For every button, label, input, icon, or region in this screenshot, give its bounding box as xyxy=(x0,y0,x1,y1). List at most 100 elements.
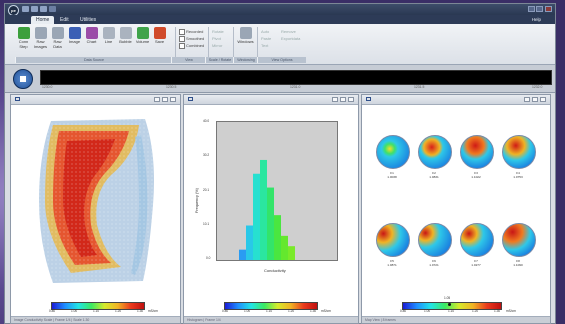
panel-close-icon[interactable] xyxy=(540,97,546,102)
colorbar xyxy=(402,302,502,310)
tab-edit[interactable]: Edit xyxy=(60,17,69,23)
pivot-button[interactable]: Pivot xyxy=(212,36,221,41)
auto-button[interactable]: Auto xyxy=(261,29,270,34)
camera-icon xyxy=(17,27,30,39)
head-map[interactable] xyxy=(460,223,494,257)
head-map[interactable] xyxy=(418,223,452,257)
option-combined[interactable]: Combined xyxy=(179,43,204,49)
histogram-bars xyxy=(239,159,295,260)
panel-minimize-icon[interactable] xyxy=(524,97,530,102)
chart-button[interactable]: Chart xyxy=(83,27,100,45)
head-map-label: F5 1.0871 xyxy=(372,259,412,267)
remove-button[interactable]: Remove xyxy=(281,29,296,34)
colorbar-tick: 1.00 xyxy=(244,309,251,313)
head-map-label: F8 1.1090 xyxy=(498,259,538,267)
colorbar xyxy=(51,302,145,310)
panel-minimize-icon[interactable] xyxy=(154,97,160,102)
y-tick-label: 0.0 xyxy=(206,256,211,260)
panel-close-icon[interactable] xyxy=(348,97,354,102)
head-map[interactable] xyxy=(376,223,410,257)
ribbon-button-label: Line xyxy=(104,39,113,44)
rotate-button[interactable]: Rotate xyxy=(212,29,224,34)
colorbar-tick: 1.10 xyxy=(93,309,100,313)
quick-access-dropdown-icon[interactable] xyxy=(49,6,56,12)
head-map-label: F6 1.0721 xyxy=(414,259,454,267)
maximize-icon[interactable] xyxy=(536,6,543,12)
quick-undo-icon[interactable] xyxy=(40,6,47,12)
ribbon-button-label: Chart xyxy=(86,39,97,44)
histogram-bar xyxy=(253,173,260,260)
panel-maximize-icon[interactable] xyxy=(340,97,346,102)
y-tick-label: 40.0 xyxy=(203,119,210,123)
chart-icon xyxy=(85,27,98,39)
colorbar-unit: mS/cm xyxy=(321,309,331,313)
image-button[interactable]: Image xyxy=(66,27,83,45)
panel-status: Image Conductivity Scale | Frame 1/4 | S… xyxy=(11,316,180,323)
panel-status: Histogram | Frame 1/4 xyxy=(184,316,358,323)
save-button[interactable]: Save xyxy=(151,27,168,45)
head-map[interactable] xyxy=(502,223,536,257)
help-menu[interactable]: Help xyxy=(531,17,541,22)
head-map[interactable] xyxy=(460,135,494,169)
export-data-button[interactable]: Exportdata xyxy=(281,36,301,41)
panel-minimize-icon[interactable] xyxy=(332,97,338,102)
windows-button[interactable]: Windows xyxy=(237,27,254,45)
app-window: pe Home Edit Utilities Help Conn Step Raw… xyxy=(4,3,556,324)
head-map-name: F1 xyxy=(390,171,394,175)
panel-header xyxy=(362,95,550,105)
images-button[interactable]: Raw Images xyxy=(32,27,49,49)
head-map[interactable] xyxy=(376,135,410,169)
quick-save-icon[interactable] xyxy=(22,6,29,12)
save-icon xyxy=(153,27,166,39)
bubble-button[interactable]: Bubble xyxy=(117,27,134,45)
ribbon-separator xyxy=(208,27,209,57)
paste-button[interactable]: Paste xyxy=(261,36,272,41)
close-icon[interactable] xyxy=(545,6,552,12)
ribbon-button-label: Raw Images xyxy=(33,39,48,49)
head-map-value: 1.0753 xyxy=(513,175,523,179)
tab-utilities[interactable]: Utilities xyxy=(80,17,97,23)
volume-button[interactable]: Volume xyxy=(134,27,151,45)
head-map-value: 1.1022 xyxy=(471,175,481,179)
option-smoothed[interactable]: Smoothed xyxy=(179,36,204,42)
histogram-panel: 40.0 30.2 20.1 10.1 0.0 Frequency (%) Co… xyxy=(183,94,359,324)
colorbar-tick: 1.00 xyxy=(71,309,78,313)
colorbar-tick: 1.20 xyxy=(472,309,479,313)
panel-maximize-icon[interactable] xyxy=(532,97,538,102)
play-stop-button[interactable] xyxy=(13,69,33,89)
option-recorded[interactable]: Recorded xyxy=(179,29,203,35)
head-map-label: F2 1.0831 xyxy=(414,171,454,179)
head-map-name: F3 xyxy=(474,171,478,175)
ribbon-separator xyxy=(257,27,258,57)
ribbon-button-label: Bubble xyxy=(119,39,132,44)
bubble-icon xyxy=(119,27,132,39)
text-button[interactable]: Text xyxy=(261,43,269,48)
head-map-value: 1.0871 xyxy=(387,263,397,267)
line-icon xyxy=(102,27,115,39)
conductivity-image[interactable] xyxy=(31,115,163,285)
colorbar-tick: 1.10 xyxy=(448,309,455,313)
camera-button[interactable]: Conn Step xyxy=(15,27,32,49)
histogram-bar xyxy=(246,225,253,260)
line-button[interactable]: Line xyxy=(100,27,117,45)
tab-home[interactable]: Home xyxy=(31,16,55,24)
minimize-icon[interactable] xyxy=(528,6,535,12)
volume-icon xyxy=(136,27,149,39)
group-label-data-source: Data Source xyxy=(15,57,172,63)
ribbon-tabs: Home Edit Utilities Help xyxy=(5,15,555,24)
mirror-button[interactable]: Mirror xyxy=(212,43,223,48)
panel-status: Map View | 8 frames xyxy=(362,316,550,323)
head-map-value: 1.0831 xyxy=(429,175,439,179)
data-button[interactable]: Raw Data xyxy=(49,27,66,49)
colorbar-marker xyxy=(448,303,451,306)
head-map-label: F7 1.0277 xyxy=(456,259,496,267)
quick-open-icon[interactable] xyxy=(31,6,38,12)
group-label-windowing: Windowing xyxy=(233,57,258,63)
panel-maximize-icon[interactable] xyxy=(162,97,168,102)
timeline-track[interactable] xyxy=(40,70,552,85)
windows-icon xyxy=(239,27,252,39)
head-map[interactable] xyxy=(502,135,536,169)
histogram-bar xyxy=(260,159,267,260)
panel-close-icon[interactable] xyxy=(170,97,176,102)
head-map[interactable] xyxy=(418,135,452,169)
